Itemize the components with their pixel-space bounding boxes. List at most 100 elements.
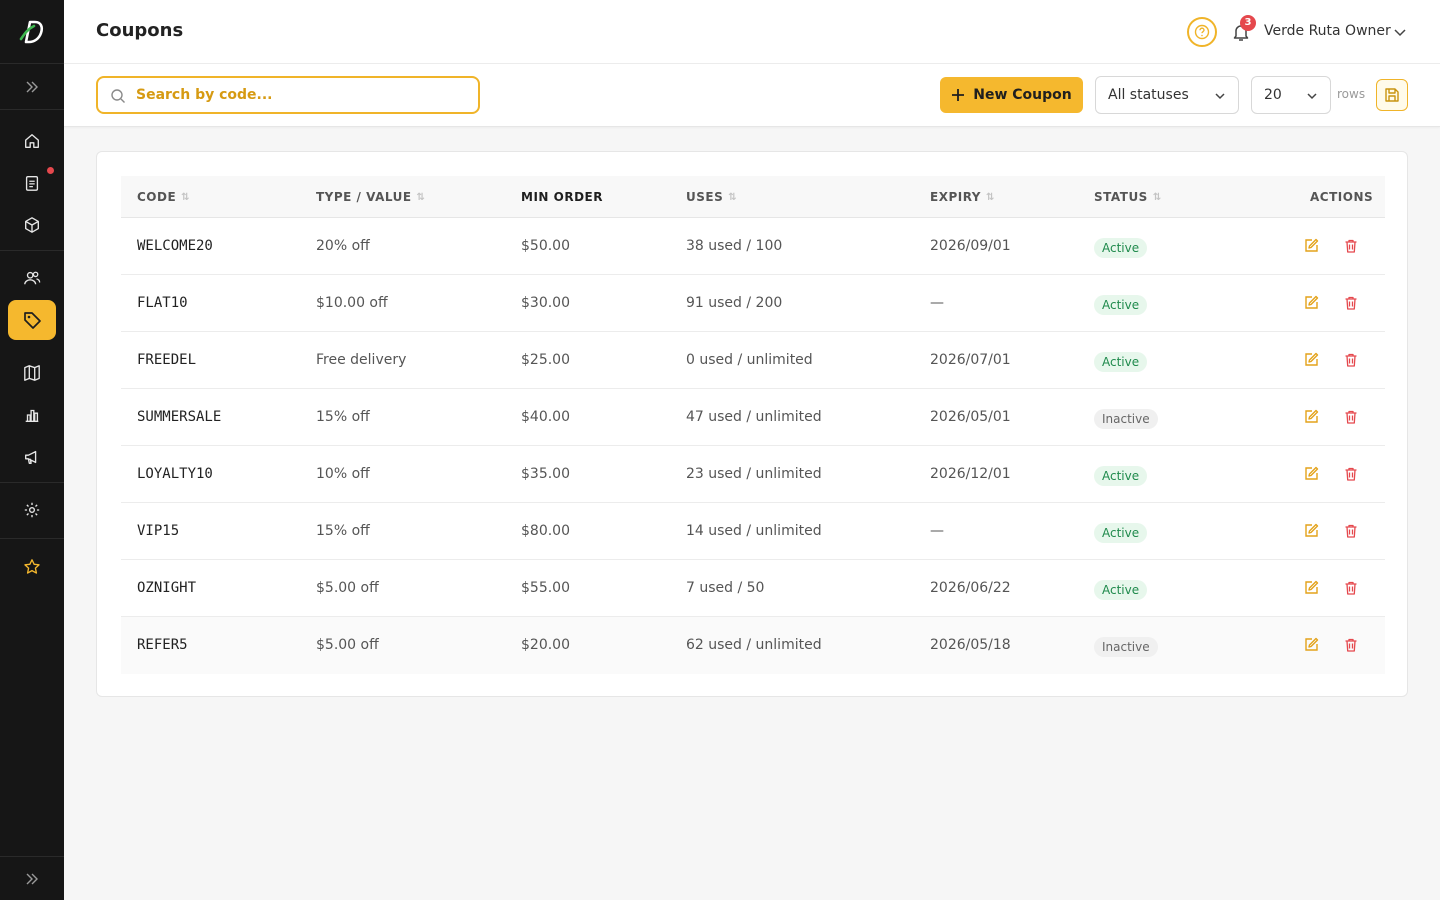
coupon-expiry: 2026/05/01 — [930, 409, 1011, 425]
status-filter-select[interactable]: All statuses — [1095, 76, 1239, 114]
coupon-code: LOYALTY10 — [137, 466, 213, 482]
coupon-code: WELCOME20 — [137, 238, 213, 254]
column-header-uses[interactable]: USES ⇅ — [686, 190, 738, 204]
delete-button[interactable] — [1341, 407, 1361, 427]
edit-button[interactable] — [1301, 407, 1321, 427]
chevrons-right-icon — [26, 81, 38, 92]
sort-icon: ⇅ — [416, 191, 426, 203]
coupon-min-order: $25.00 — [521, 352, 570, 368]
coupon-type-value: $5.00 off — [316, 637, 379, 653]
table-row[interactable]: SUMMERSALE 15% off $40.00 47 used / unlimit… — [121, 389, 1385, 446]
delete-button[interactable] — [1341, 236, 1361, 256]
sidebar-divider — [0, 482, 64, 483]
sidebar-item-marketing[interactable] — [8, 437, 56, 477]
sort-icon: ⇅ — [985, 191, 995, 203]
help-button[interactable] — [1187, 17, 1217, 47]
edit-button[interactable] — [1301, 350, 1321, 370]
notification-dot — [47, 167, 54, 174]
chevron-down-icon — [1307, 93, 1317, 100]
delete-button[interactable] — [1341, 464, 1361, 484]
trash-icon — [1343, 637, 1359, 653]
new-coupon-button[interactable]: New Coupon — [940, 77, 1083, 113]
sidebar-collapse-button[interactable] — [0, 856, 64, 900]
sidebar-divider — [0, 538, 64, 539]
trash-icon — [1343, 352, 1359, 368]
chevron-down-icon — [1215, 93, 1225, 100]
edit-icon — [1303, 238, 1319, 254]
search-input[interactable] — [136, 78, 466, 112]
column-header-status[interactable]: STATUS ⇅ — [1094, 190, 1162, 204]
star-icon — [24, 559, 40, 574]
table-row[interactable]: VIP15 15% off $80.00 14 used / unlimited — Ac… — [121, 503, 1385, 560]
clipboard-icon — [25, 176, 39, 191]
sort-icon: ⇅ — [1152, 191, 1162, 203]
edit-button[interactable] — [1301, 635, 1321, 655]
table-row[interactable]: REFER5 $5.00 off $20.00 62 used / unlimited… — [121, 617, 1385, 674]
coupon-code: REFER5 — [137, 637, 188, 653]
app-logo[interactable] — [0, 0, 64, 64]
coupon-uses: 38 used / 100 — [686, 238, 783, 254]
coupon-expiry: 2026/06/22 — [930, 580, 1011, 596]
column-header-type-value[interactable]: TYPE / VALUE ⇅ — [316, 190, 426, 204]
table-row[interactable]: FLAT10 $10.00 off $30.00 91 used / 200 — Acti… — [121, 275, 1385, 332]
edit-button[interactable] — [1301, 578, 1321, 598]
coupon-type-value: $10.00 off — [316, 295, 388, 311]
delete-button[interactable] — [1341, 578, 1361, 598]
status-badge: Active — [1094, 580, 1148, 600]
sidebar-item-products[interactable] — [8, 205, 56, 245]
delete-button[interactable] — [1341, 635, 1361, 655]
sidebar-divider — [0, 250, 64, 251]
sidebar-item-favorites[interactable] — [8, 547, 56, 587]
table-row[interactable]: LOYALTY10 10% off $35.00 23 used / unlimite… — [121, 446, 1385, 503]
table-row[interactable]: OZNIGHT $5.00 off $55.00 7 used / 50 2026/06… — [121, 560, 1385, 617]
chevron-down-icon[interactable] — [1392, 24, 1408, 40]
table-row[interactable]: FREEDEL Free delivery $25.00 0 used / unlim… — [121, 332, 1385, 389]
sidebar-item-map[interactable] — [8, 353, 56, 393]
toolbar: New Coupon All statuses 20 rows — [64, 64, 1440, 127]
delete-button[interactable] — [1341, 521, 1361, 541]
edit-button[interactable] — [1301, 464, 1321, 484]
user-menu-name[interactable]: Verde Ruta Owner — [1264, 23, 1391, 39]
coupon-min-order: $40.00 — [521, 409, 570, 425]
coupon-uses: 14 used / unlimited — [686, 523, 822, 539]
sidebar-item-customers[interactable] — [8, 258, 56, 298]
coupon-expiry: — — [930, 523, 944, 539]
coupon-code: OZNIGHT — [137, 580, 197, 596]
coupon-expiry: 2026/12/01 — [930, 466, 1011, 482]
sidebar-item-orders[interactable] — [8, 163, 56, 203]
megaphone-icon — [25, 450, 37, 464]
rows-per-page-select[interactable]: 20 — [1251, 76, 1331, 114]
sidebar-item-settings[interactable] — [8, 490, 56, 530]
delete-button[interactable] — [1341, 293, 1361, 313]
sidebar-item-coupons[interactable] — [8, 300, 56, 340]
coupon-min-order: $20.00 — [521, 637, 570, 653]
sidebar-item-home[interactable] — [8, 121, 56, 161]
delete-button[interactable] — [1341, 350, 1361, 370]
trash-icon — [1343, 238, 1359, 254]
column-header-expiry[interactable]: EXPIRY ⇅ — [930, 190, 995, 204]
coupons-table-card: CODE ⇅ TYPE / VALUE ⇅ MIN ORDER USES ⇅ EXPI… — [96, 151, 1408, 697]
sidebar-expand-button[interactable] — [0, 64, 64, 110]
coupon-type-value: 15% off — [316, 409, 370, 425]
coupon-type-value: $5.00 off — [316, 580, 379, 596]
edit-icon — [1303, 523, 1319, 539]
trash-icon — [1343, 580, 1359, 596]
users-icon — [24, 271, 41, 285]
notifications-button[interactable]: 3 — [1227, 15, 1256, 46]
edit-icon — [1303, 580, 1319, 596]
bar-chart-icon — [25, 409, 39, 422]
edit-button[interactable] — [1301, 521, 1321, 541]
edit-button[interactable] — [1301, 293, 1321, 313]
edit-button[interactable] — [1301, 236, 1321, 256]
sidebar-item-reports[interactable] — [8, 395, 56, 435]
status-badge: Active — [1094, 238, 1148, 258]
table-row[interactable]: WELCOME20 20% off $50.00 38 used / 100 2026/… — [121, 218, 1385, 275]
status-badge: Active — [1094, 352, 1148, 372]
coupon-uses: 91 used / 200 — [686, 295, 783, 311]
column-header-code[interactable]: CODE ⇅ — [137, 190, 191, 204]
coupon-expiry: 2026/05/18 — [930, 637, 1011, 653]
map-icon — [24, 365, 40, 381]
save-view-button[interactable] — [1376, 79, 1408, 111]
logo-icon — [19, 20, 44, 43]
coupon-min-order: $55.00 — [521, 580, 570, 596]
